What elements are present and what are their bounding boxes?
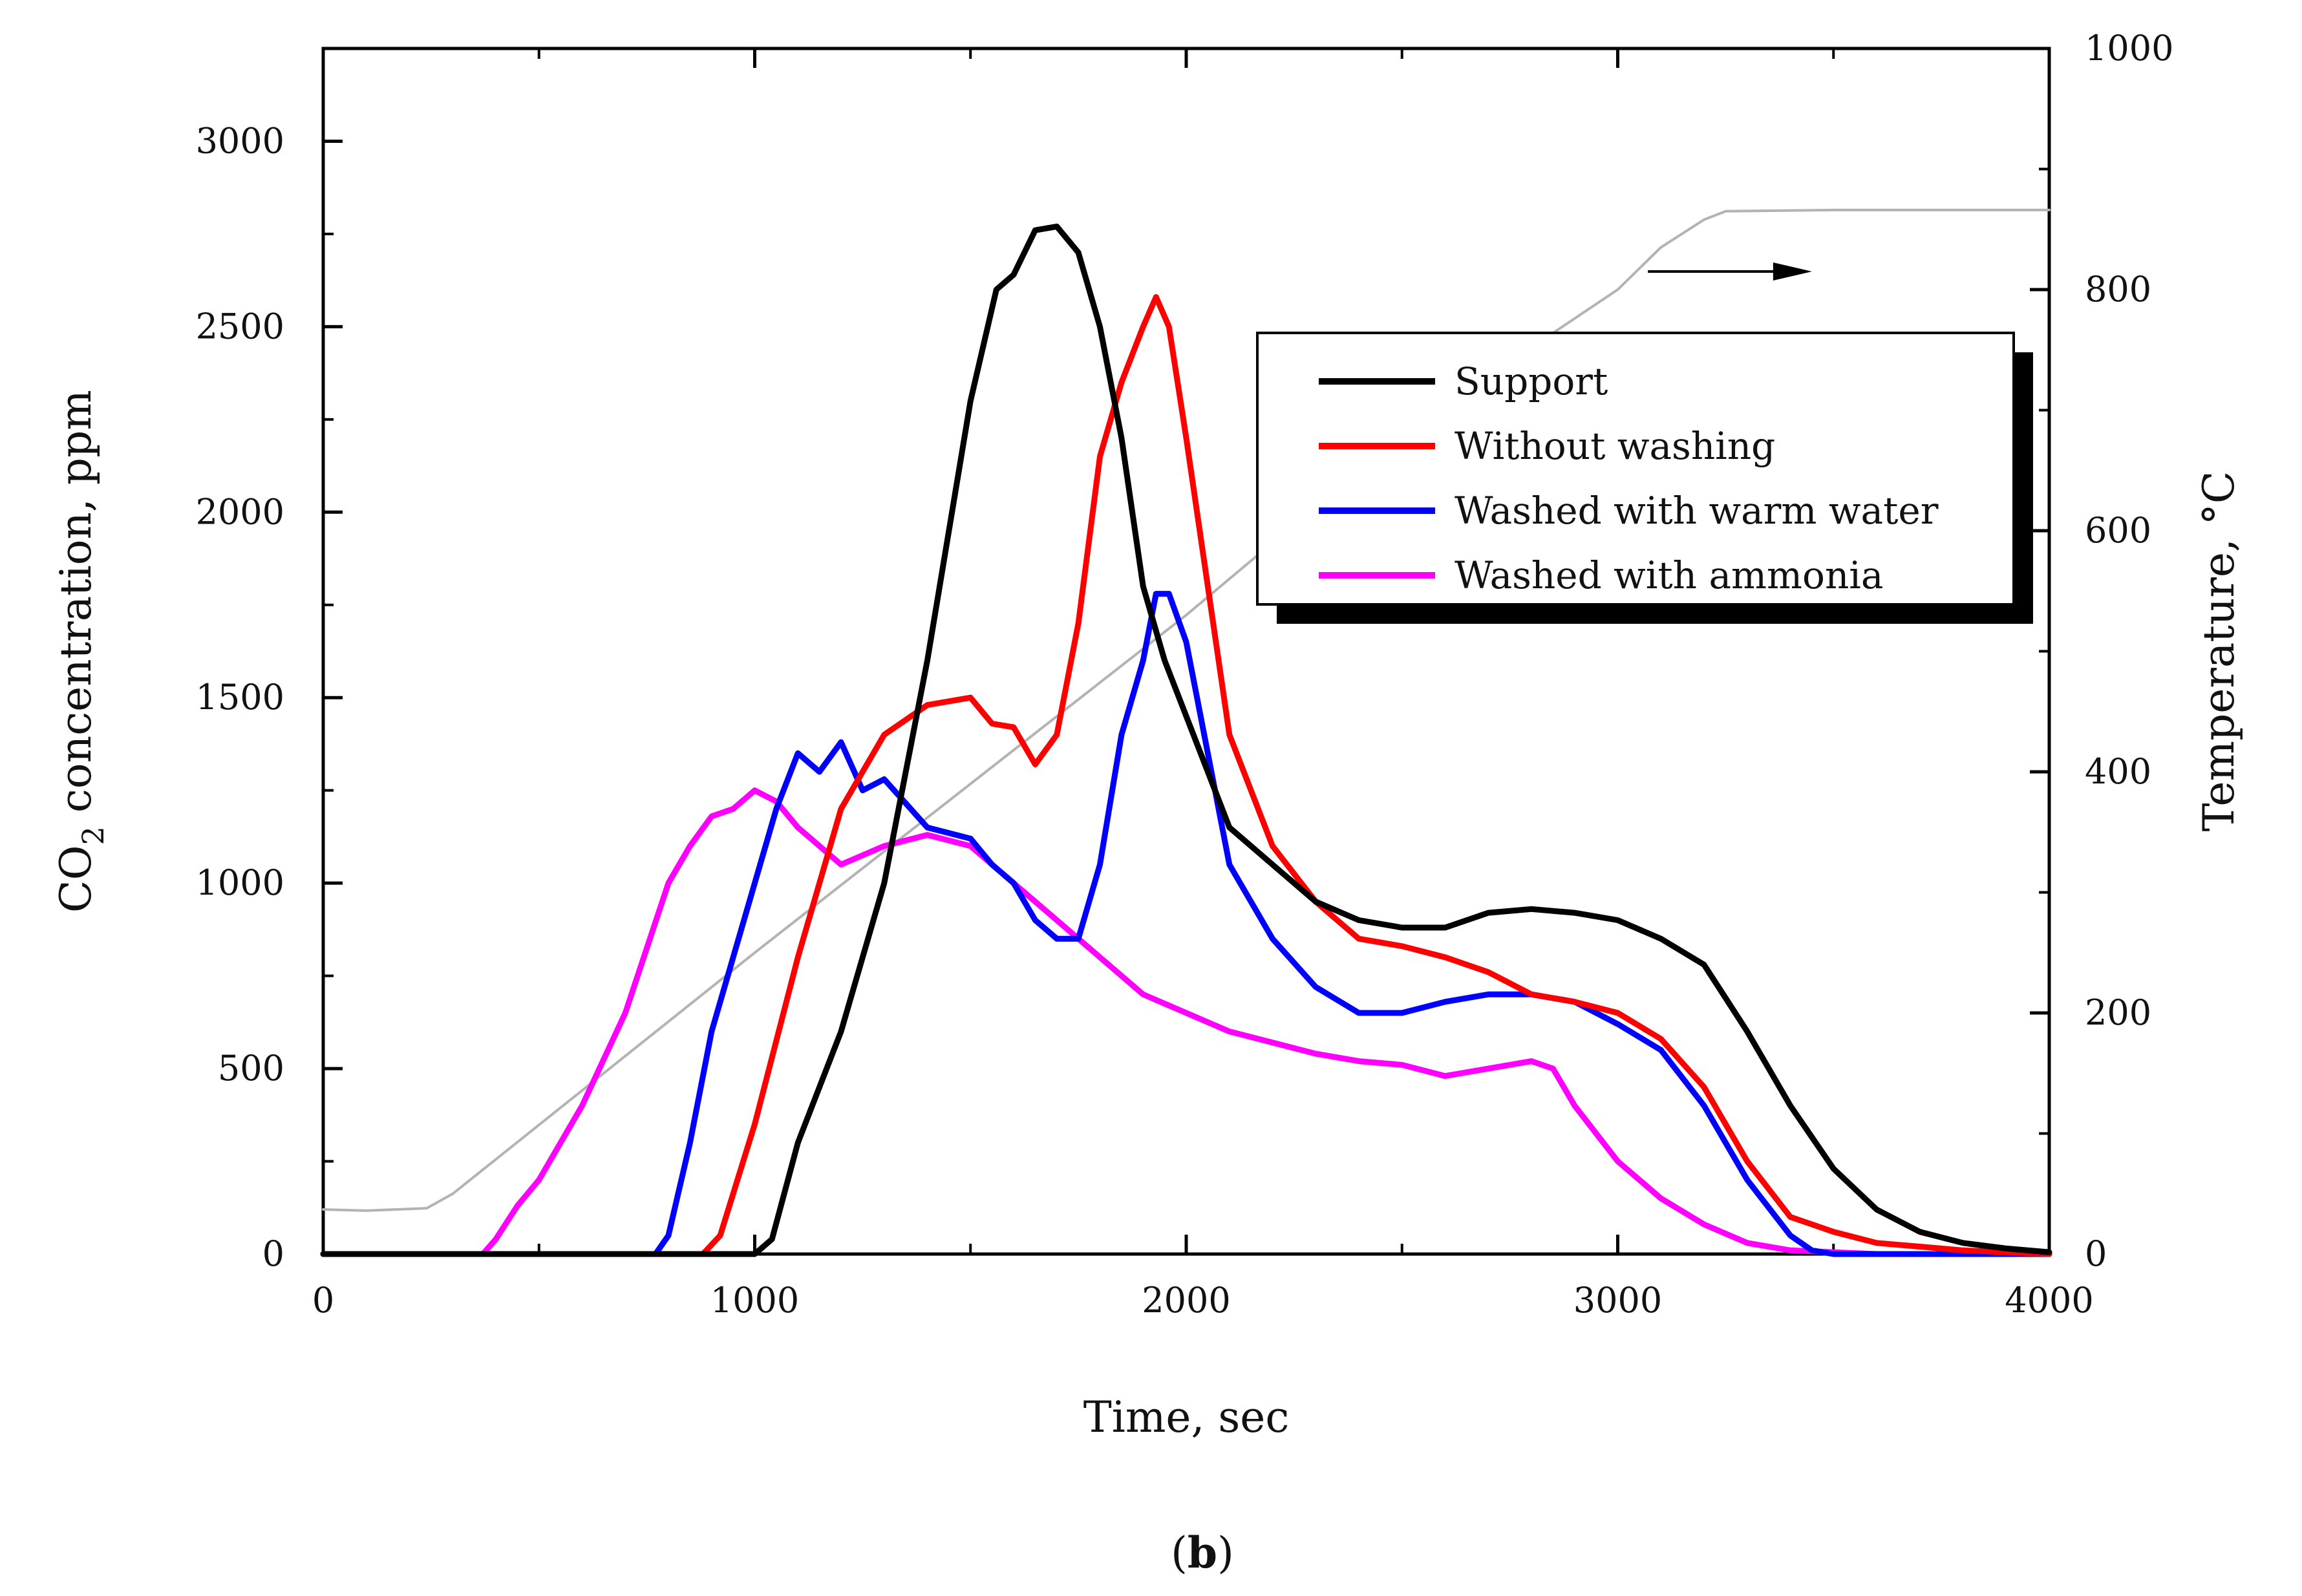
legend-label-without: Without washing: [1455, 424, 1775, 468]
y-tick-label: 500: [218, 1048, 284, 1089]
arrow-head: [1773, 262, 1812, 281]
x-tick-label: 4000: [2005, 1280, 2093, 1321]
y-tick-label: 3000: [196, 120, 284, 161]
panel-label-open: (: [1171, 1528, 1188, 1578]
x-axis-title: Time, sec: [1083, 1392, 1290, 1442]
y-axis-title: CO2 concentration, ppm: [51, 390, 111, 913]
panel-label-letter: b: [1188, 1527, 1217, 1578]
y2-tick-label: 0: [2085, 1233, 2107, 1274]
y-axis-title-prefix: CO: [51, 845, 101, 913]
y-tick-label: 2500: [196, 306, 284, 346]
y2-tick-label: 400: [2085, 751, 2151, 792]
legend-items: Support Without washing Washed with warm w…: [1319, 359, 1939, 597]
legend-label-warm: Washed with warm water: [1455, 489, 1939, 533]
panel-label: (b): [1171, 1527, 1234, 1578]
y2-tick-label: 200: [2085, 992, 2151, 1033]
x-tick-label: 2000: [1142, 1280, 1230, 1321]
y2-tick-label: 800: [2085, 269, 2151, 310]
y2-tick-label: 1000: [2085, 28, 2173, 69]
y-axis-right: 0 200 400 600 800 1000: [2030, 28, 2173, 1274]
series-line-warm: [320, 591, 2052, 1257]
series-line-support: [320, 223, 2052, 1257]
x-tick-label: 1000: [710, 1280, 799, 1321]
legend-label-support: Support: [1455, 359, 1608, 403]
y-axis-title-subscript: 2: [76, 826, 111, 845]
y-tick-label: 1000: [196, 862, 284, 903]
y-tick-label: 1500: [196, 677, 284, 718]
x-tick-label: 3000: [1573, 1280, 1662, 1321]
annotation-layer: [1648, 262, 1812, 281]
y2-axis-title: Temperature, °C: [2194, 471, 2244, 832]
legend: Support Without washing Washed with warm w…: [1256, 332, 2033, 624]
series-line-without: [320, 294, 2052, 1257]
legend-label-ammonia: Washed with ammonia: [1455, 553, 1883, 597]
x-axis: 0 1000 2000 3000 4000: [312, 48, 2094, 1321]
y-tick-label: 0: [262, 1233, 284, 1274]
series-line-ammonia: [320, 787, 2052, 1257]
y-axis-title-suffix: concentration, ppm: [51, 390, 101, 826]
y2-tick-label: 600: [2085, 510, 2151, 551]
x-tick-label: 0: [312, 1280, 334, 1321]
y-tick-label: 2000: [196, 491, 284, 532]
y-axis-left: 0 500 1000 1500 2000 2500 3000: [196, 120, 343, 1274]
panel-label-close: ): [1217, 1528, 1234, 1578]
